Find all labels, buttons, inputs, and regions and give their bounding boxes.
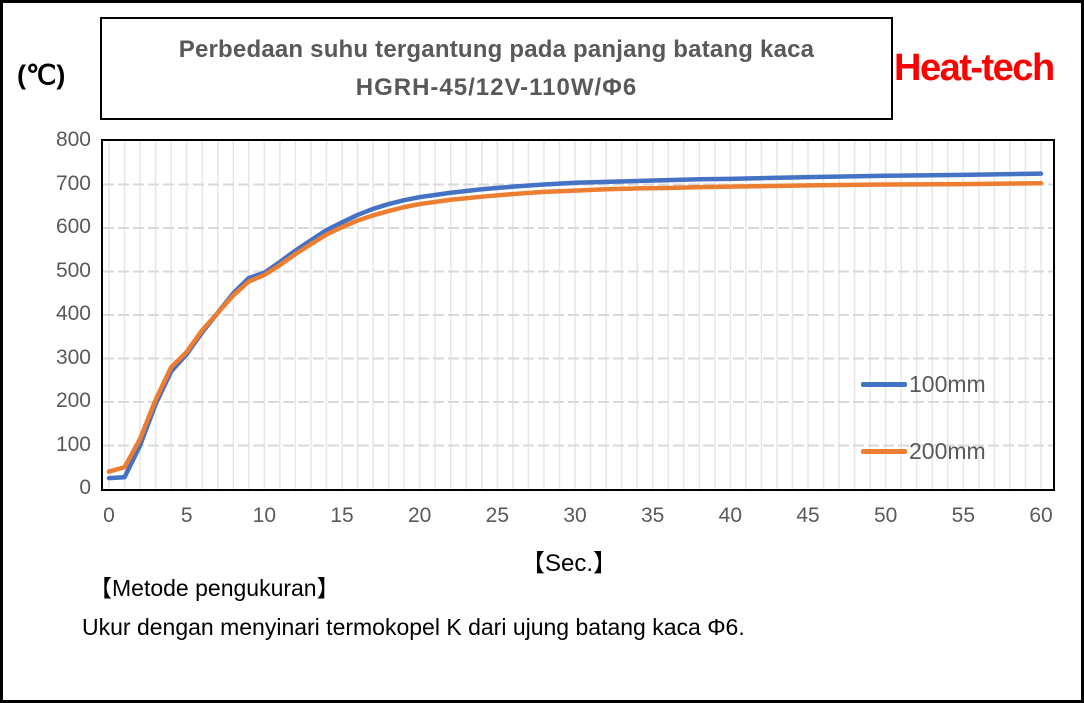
x-tick-50: 50: [873, 504, 898, 527]
x-tick-25: 25: [485, 504, 509, 527]
x-tick-35: 35: [640, 504, 665, 527]
y-axis-unit-label: (℃): [17, 60, 66, 90]
x-tick-45: 45: [796, 504, 820, 527]
chart-subtitle: HGRH-45/12V-110W/Φ6: [355, 73, 638, 101]
x-tick-60: 60: [1029, 504, 1053, 527]
x-tick-0: 0: [103, 504, 115, 527]
y-tick-400: 400: [55, 302, 91, 325]
y-tick-0: 0: [79, 476, 91, 499]
series-line-200mm: [106, 180, 1044, 474]
y-tick-700: 700: [55, 171, 91, 195]
x-axis-label: 【Sec.】: [520, 550, 618, 577]
y-tick-300: 300: [55, 345, 91, 369]
y-tick-800: 800: [55, 128, 91, 151]
y-tick-100: 100: [55, 432, 91, 456]
plot-area: 100mm 200mm: [101, 139, 1055, 491]
x-tick-10: 10: [252, 504, 276, 527]
x-tick-15: 15: [330, 504, 354, 527]
y-tick-500: 500: [55, 258, 91, 282]
chart-canvas: [103, 141, 1053, 489]
x-tick-5: 5: [180, 504, 193, 527]
x-tick-30: 30: [563, 504, 587, 527]
y-tick-200: 200: [55, 389, 91, 412]
method-text: Ukur dengan menyinari termokopel K dari …: [82, 614, 745, 640]
method-heading: 【Metode pengukuran】: [89, 575, 340, 601]
x-tick-40: 40: [718, 504, 742, 527]
heat-tech-logo: Heat-tech: [894, 47, 1055, 89]
x-tick-20: 20: [407, 504, 432, 527]
y-tick-600: 600: [55, 215, 91, 238]
x-tick-55: 55: [951, 504, 975, 527]
chart-title-box: Perbedaan suhu tergantung pada panjang b…: [100, 17, 893, 120]
chart-title: Perbedaan suhu tergantung pada panjang b…: [178, 35, 815, 63]
